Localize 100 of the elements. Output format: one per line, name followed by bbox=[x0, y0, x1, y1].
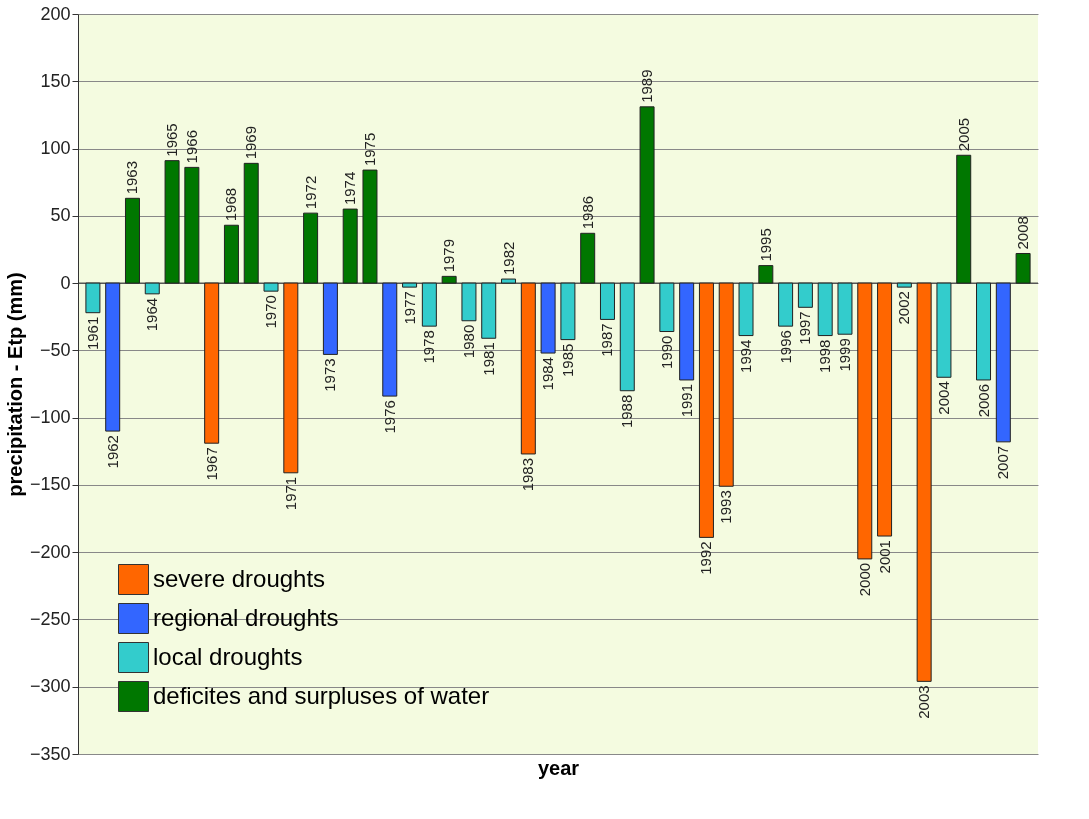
x-tick-label: 1998 bbox=[816, 339, 834, 373]
x-tick-label: 1982 bbox=[499, 241, 517, 276]
x-tick-label: 1990 bbox=[657, 335, 675, 369]
bar bbox=[461, 282, 477, 322]
x-tick-label: 1991 bbox=[677, 383, 695, 418]
x-tick-label: 1981 bbox=[479, 342, 497, 376]
x-tick-label: 1970 bbox=[262, 295, 280, 329]
bar bbox=[382, 282, 398, 397]
y-tick-label: −200 bbox=[29, 541, 71, 562]
bar bbox=[738, 282, 754, 337]
x-tick-label: 1971 bbox=[281, 476, 299, 511]
legend-label: regional droughts bbox=[153, 603, 339, 631]
bar bbox=[1015, 252, 1031, 284]
x-tick-label: 1965 bbox=[163, 123, 181, 157]
x-tick-label: 1961 bbox=[83, 316, 101, 351]
y-tick-label: −250 bbox=[29, 608, 71, 629]
bar bbox=[283, 282, 299, 474]
bar bbox=[698, 282, 714, 538]
x-axis-title: year bbox=[537, 756, 580, 779]
bar bbox=[204, 282, 220, 444]
y-tick-label: 50 bbox=[50, 205, 71, 226]
bar bbox=[184, 166, 200, 284]
bar bbox=[501, 278, 517, 284]
x-tick-label: 1985 bbox=[558, 343, 576, 377]
bar bbox=[817, 282, 833, 337]
x-tick-label: 1978 bbox=[420, 330, 438, 364]
bar bbox=[223, 224, 239, 284]
x-tick-label: 2002 bbox=[895, 291, 913, 325]
x-tick-label: 1973 bbox=[321, 358, 339, 392]
x-tick-label: 1994 bbox=[737, 339, 755, 373]
bar bbox=[916, 282, 932, 682]
x-tick-label: 1999 bbox=[835, 338, 853, 372]
x-tick-label: 1979 bbox=[440, 238, 458, 273]
bar bbox=[144, 282, 160, 295]
bar bbox=[599, 282, 615, 320]
x-tick-label: 2007 bbox=[994, 445, 1012, 480]
x-tick-label: 1968 bbox=[222, 187, 240, 222]
x-tick-label: 1964 bbox=[143, 297, 161, 332]
bar bbox=[362, 169, 378, 284]
bar bbox=[896, 282, 912, 288]
x-tick-label: 2008 bbox=[1014, 216, 1032, 250]
x-tick-label: 1996 bbox=[776, 330, 794, 364]
x-tick-label: 2006 bbox=[974, 383, 992, 418]
x-tick-label: 2000 bbox=[855, 562, 873, 597]
bar bbox=[303, 212, 319, 284]
y-tick-label: −150 bbox=[29, 474, 71, 495]
x-tick-label: 2004 bbox=[934, 381, 952, 415]
bar bbox=[322, 282, 338, 355]
bar bbox=[85, 282, 101, 314]
bar bbox=[877, 282, 893, 537]
bar bbox=[995, 282, 1011, 443]
bar bbox=[540, 282, 556, 354]
bar bbox=[659, 282, 675, 333]
bar bbox=[639, 106, 655, 284]
bar bbox=[164, 160, 180, 284]
bar bbox=[797, 282, 813, 308]
bar bbox=[778, 282, 794, 327]
x-tick-label: 2001 bbox=[875, 540, 893, 574]
y-tick-label: 100 bbox=[40, 138, 71, 159]
x-tick-label: 1966 bbox=[182, 130, 200, 164]
bar bbox=[342, 208, 358, 284]
bar bbox=[402, 282, 418, 288]
bar bbox=[758, 265, 774, 284]
bar bbox=[421, 282, 437, 327]
bar bbox=[679, 282, 695, 381]
y-tick-label: 200 bbox=[40, 3, 71, 24]
bar bbox=[936, 282, 952, 378]
bar bbox=[837, 282, 853, 335]
x-tick-label: 1980 bbox=[459, 324, 477, 359]
bar bbox=[718, 282, 734, 487]
x-tick-label: 2005 bbox=[954, 117, 972, 152]
x-tick-label: 1988 bbox=[618, 394, 636, 429]
y-tick-label: −100 bbox=[29, 407, 71, 428]
x-tick-label: 1969 bbox=[242, 125, 260, 160]
legend-label: local droughts bbox=[153, 642, 303, 670]
x-tick-label: 1967 bbox=[202, 447, 220, 481]
x-tick-label: 1984 bbox=[539, 357, 557, 391]
bar bbox=[580, 232, 596, 284]
x-tick-label: 1995 bbox=[756, 228, 774, 262]
x-tick-label: 1987 bbox=[598, 323, 616, 357]
x-tick-label: 2003 bbox=[915, 685, 933, 719]
x-tick-label: 1986 bbox=[578, 195, 596, 230]
bar bbox=[520, 282, 536, 455]
x-tick-label: 1983 bbox=[519, 457, 537, 492]
legend-label: severe droughts bbox=[153, 564, 326, 592]
x-tick-label: 1992 bbox=[697, 541, 715, 575]
bar bbox=[976, 282, 992, 381]
legend-label: deficites and surpluses of water bbox=[153, 681, 490, 709]
bar bbox=[560, 282, 576, 341]
bar bbox=[619, 282, 635, 392]
y-tick-label: −350 bbox=[29, 743, 71, 764]
bar bbox=[243, 162, 259, 284]
x-tick-label: 1976 bbox=[380, 400, 398, 434]
x-tick-label: 1993 bbox=[717, 490, 735, 524]
x-tick-label: 1975 bbox=[360, 132, 378, 167]
bar bbox=[441, 275, 457, 284]
bar bbox=[956, 154, 972, 284]
x-tick-label: 1972 bbox=[301, 175, 319, 210]
x-tick-label: 1997 bbox=[796, 311, 814, 345]
y-tick-label: −300 bbox=[29, 676, 71, 697]
